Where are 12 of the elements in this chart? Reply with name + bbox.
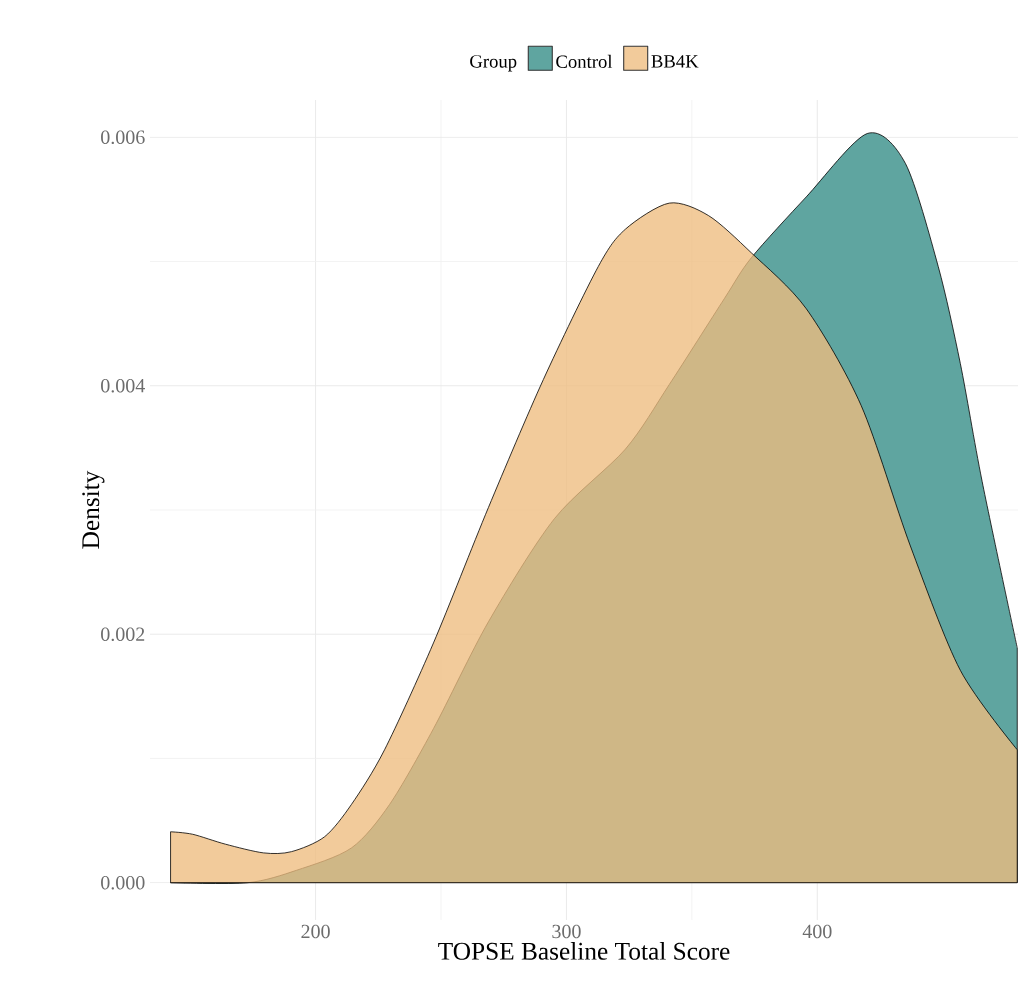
y-axis-title: Density: [82, 470, 105, 549]
y-tick-label: 0.004: [101, 378, 145, 393]
y-tick-label: 0.002: [101, 627, 145, 642]
x-tick-label: 400: [802, 924, 832, 939]
x-tick-label: 300: [552, 924, 581, 939]
y-tick-label: 0.000: [101, 875, 145, 890]
x-axis-title: TOPSE Baseline Total Score: [438, 942, 730, 960]
legend-label: BB4K: [651, 55, 699, 68]
legend-label: Control: [556, 54, 613, 68]
legend-title: Group: [470, 55, 517, 72]
y-tick-label: 0.006: [101, 130, 145, 145]
x-tick-label: 200: [301, 924, 330, 939]
